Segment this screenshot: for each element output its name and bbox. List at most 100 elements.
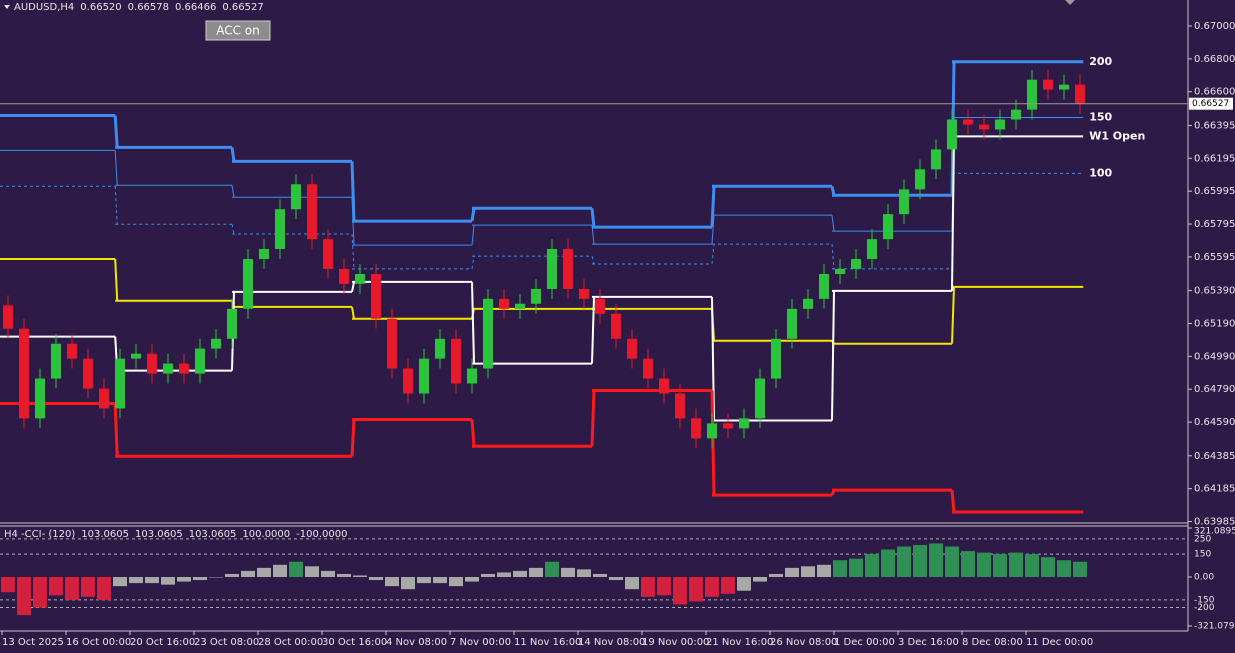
y-tick-label: 0.65390 [1194, 286, 1235, 297]
cci-bar [353, 575, 367, 578]
candle-body [275, 209, 285, 250]
candle-body [387, 318, 397, 369]
cci-bar [881, 549, 895, 578]
cci-bar [241, 570, 255, 578]
candle-body [851, 259, 861, 269]
y-tick-label: 250 [1194, 534, 1211, 544]
x-tick-label: 7 Nov 00:00 [450, 637, 511, 648]
cci-bar [977, 552, 991, 578]
menu-triangle[interactable] [4, 5, 10, 9]
level-connector [711, 215, 715, 245]
candle-body [963, 119, 973, 125]
level-connector [351, 197, 355, 246]
level-connector [470, 419, 476, 447]
cci-bar [689, 577, 703, 602]
candle-body [915, 169, 925, 190]
level-connector [351, 306, 355, 319]
header-readout: 0.66520 [80, 2, 121, 13]
level-connector [831, 244, 835, 269]
candle-body [1043, 79, 1053, 90]
y-tick-label: 0.64185 [1194, 484, 1235, 495]
candle-body [99, 388, 109, 409]
candle-body [803, 298, 813, 309]
candle-body [739, 418, 749, 429]
x-tick-label: 4 Nov 08:00 [386, 637, 447, 648]
level-connector [710, 390, 716, 496]
cci-bar [801, 566, 815, 578]
cci-bar [129, 577, 143, 584]
candle-body [579, 288, 589, 299]
candle-body [3, 305, 13, 329]
cci-bar [65, 577, 79, 600]
cci-bar [609, 577, 623, 581]
level-connector [951, 136, 955, 291]
cci-bar [257, 567, 271, 578]
cci-bar [465, 577, 479, 582]
x-tick-label: 1 Dec 00:00 [834, 637, 895, 648]
candle-body [243, 259, 253, 309]
level-connector [591, 296, 595, 364]
header-readout: 0.66527 [222, 2, 263, 13]
cci-bar [913, 544, 927, 578]
acc-button[interactable] [205, 20, 271, 41]
scroll-marker [1065, 0, 1075, 5]
y-tick-label: -150 [1194, 595, 1215, 605]
cci-bar [417, 577, 431, 584]
y-tick-label: 0.63985 [1194, 517, 1235, 528]
y-tick-label: -200 [1194, 603, 1215, 613]
level-label: 100 [1089, 166, 1112, 179]
cci-bar [737, 577, 751, 591]
cci-bar [721, 577, 735, 594]
header-title: H4 -CCI- (120) [4, 529, 75, 540]
cci-bar [305, 566, 319, 578]
candle-body [291, 184, 301, 210]
candle-body [259, 249, 269, 260]
candle-body [995, 119, 1005, 130]
cci-bar [385, 577, 399, 587]
header-readout: 103.0605 [81, 529, 129, 540]
y-tick-label: 0.66800 [1194, 54, 1235, 65]
candle-body [947, 119, 957, 150]
x-tick-label: 20 Oct 16:00 [130, 637, 195, 648]
candle-body [611, 313, 621, 339]
candle-body [163, 363, 173, 374]
candle-body [451, 338, 461, 384]
candle-body [403, 368, 413, 394]
level-connector [350, 161, 356, 222]
level-connector [590, 208, 596, 228]
header-readout: 103.0605 [189, 529, 237, 540]
candle-body [723, 423, 733, 429]
level-connector [230, 147, 236, 162]
y-tick-label: 0.64385 [1194, 451, 1235, 462]
cci-bar [1, 577, 15, 593]
cci-bar [817, 564, 831, 578]
candle-body [931, 149, 941, 170]
cci-bar [49, 577, 63, 596]
candle-body [755, 378, 765, 419]
header-readout: 0.66578 [128, 2, 169, 13]
level-connector [590, 390, 596, 447]
candle-body [643, 358, 653, 379]
cci-bar [1041, 557, 1055, 578]
x-tick-label: 14 Nov 08:00 [578, 637, 645, 648]
candle-body [35, 378, 45, 419]
candle-body [147, 353, 157, 374]
header-readout: 0.66466 [175, 2, 216, 13]
y-tick-label: 150 [1194, 550, 1211, 560]
candle-body [227, 308, 237, 339]
level-connector [350, 419, 356, 457]
candle-body [115, 358, 125, 409]
level-connector [114, 258, 119, 301]
level-connector [470, 208, 476, 222]
cci-bar [545, 561, 559, 578]
y-tick-label: 0.64790 [1194, 384, 1235, 395]
cci-bar [849, 558, 863, 578]
candle-body [419, 358, 429, 394]
cci-bar [449, 577, 463, 587]
acc-button-label[interactable]: ACC on [216, 24, 260, 38]
cci-bar [577, 569, 591, 578]
x-tick-label: 3 Dec 16:00 [898, 637, 959, 648]
level-connector [231, 224, 235, 235]
y-tick-label: 0.67000 [1194, 21, 1235, 32]
